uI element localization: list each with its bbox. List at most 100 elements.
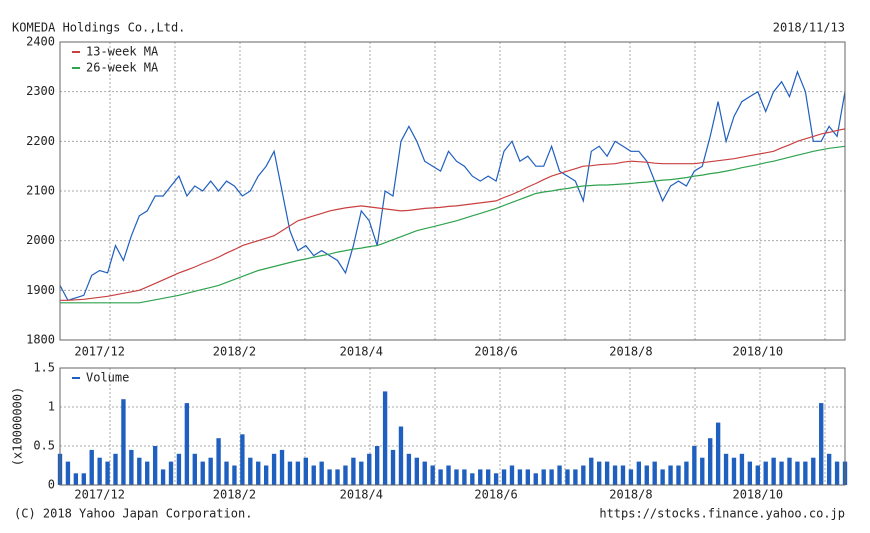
x-tick-label: 2018/4 (340, 488, 383, 502)
x-tick-label: 2018/6 (474, 345, 517, 359)
volume-bar (692, 446, 697, 485)
volume-bar (430, 465, 435, 485)
volume-bar (406, 453, 412, 485)
volume-bar (263, 465, 269, 485)
volume-bar (803, 461, 808, 485)
x-tick-label: 2017/12 (74, 488, 125, 502)
y-tick-label: 0.5 (33, 439, 55, 453)
volume-bar (65, 461, 71, 485)
y-tick-label: 1.5 (33, 361, 55, 375)
x-tick-label: 2018/10 (732, 488, 783, 502)
volume-bar (232, 465, 237, 485)
volume-bar (708, 438, 713, 485)
volume-bar (533, 473, 538, 485)
y-tick-label: 2300 (26, 84, 55, 98)
volume-bar (89, 449, 94, 485)
volume-bar (501, 469, 507, 485)
volume-bar (311, 465, 316, 485)
price-line (60, 128, 846, 301)
volume-bar (224, 461, 229, 485)
volume-bar (747, 461, 753, 485)
volume-bar (819, 403, 824, 485)
volume-bar (374, 446, 380, 485)
volume-bar (715, 422, 721, 485)
legend-label: Volume (86, 371, 129, 385)
volume-bar (216, 438, 221, 485)
volume-bar (771, 457, 776, 485)
source-url[interactable]: https://stocks.finance.yahoo.co.jp (599, 507, 845, 521)
volume-bar (700, 457, 705, 485)
volume-bar (73, 473, 79, 485)
volume-bar (390, 449, 396, 485)
volume-bar (541, 469, 546, 485)
volume-bar (303, 457, 308, 485)
volume-bar (787, 457, 792, 485)
volume-bar (644, 465, 649, 485)
volume-bar (826, 453, 832, 485)
volume-bar (319, 461, 324, 485)
price-line (59, 70, 846, 302)
volume-bar (271, 453, 277, 485)
y-tick-label: 1800 (26, 333, 55, 347)
x-tick-label: 2018/6 (474, 488, 517, 502)
volume-bar (367, 453, 372, 485)
volume-bar (97, 457, 102, 485)
volume-bar (723, 453, 729, 485)
price-line (60, 145, 846, 304)
volume-bar (351, 457, 356, 485)
volume-bar (295, 461, 301, 485)
volume-bar (137, 457, 142, 485)
volume-bar (834, 461, 840, 485)
volume-bar (462, 469, 467, 485)
volume-bar (525, 469, 531, 485)
volume-bar (152, 446, 158, 485)
volume-bar (478, 469, 483, 485)
volume-bar (327, 469, 332, 485)
volume-bar (359, 461, 364, 485)
x-tick-label: 2018/8 (609, 345, 652, 359)
volume-bar (81, 473, 86, 485)
volume-bar (779, 461, 784, 485)
volume-bar (565, 469, 570, 485)
y-tick-label: 2200 (26, 134, 55, 148)
volume-bar (129, 449, 134, 485)
volume-bar (795, 461, 800, 485)
volume-bar (739, 453, 745, 485)
volume-bar (604, 461, 610, 485)
volume-bar (200, 461, 205, 485)
volume-bar (755, 465, 760, 485)
legend-label: 13-week MA (86, 45, 159, 59)
volume-bar (176, 453, 182, 485)
volume-bar (422, 461, 427, 485)
volume-bar (145, 461, 150, 485)
volume-bar (628, 469, 634, 485)
volume-bar (486, 469, 491, 485)
volume-bar (192, 453, 197, 485)
volume-bar (184, 403, 190, 485)
volume-bar (113, 453, 118, 485)
y-tick-label: 2000 (26, 233, 55, 247)
x-tick-label: 2017/12 (74, 345, 125, 359)
volume-bar (731, 457, 737, 485)
volume-bar (581, 465, 586, 485)
y-tick-label: 2400 (26, 35, 55, 49)
y-tick-label: 1900 (26, 283, 55, 297)
volume-bar (620, 465, 626, 485)
volume-bar (208, 457, 213, 485)
plot-frame (59, 41, 846, 341)
volume-bar (676, 465, 681, 485)
volume-bar (517, 469, 523, 485)
volume-bar (636, 461, 642, 485)
volume-bar (763, 461, 768, 485)
volume-bar (446, 465, 451, 485)
volume-bar (597, 461, 602, 485)
volume-bar (414, 457, 419, 485)
legend-label: 26-week MA (86, 61, 159, 75)
volume-bar (398, 426, 404, 485)
plot-frame (59, 367, 846, 486)
volume-bar (160, 469, 166, 485)
volume-bar (279, 449, 285, 485)
volume-bar (668, 465, 673, 485)
y-tick-label: 1 (48, 400, 55, 414)
